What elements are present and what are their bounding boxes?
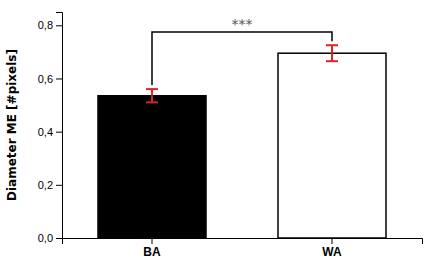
error-bar-stem (331, 45, 333, 61)
x-tick: WA (322, 238, 342, 259)
y-axis: 0,0 0,2 0,4 0,6 0,8 (38, 13, 63, 245)
x-axis-line (63, 239, 423, 245)
error-bar-cap (326, 60, 338, 62)
error-bar-cap (146, 88, 158, 90)
error-bar-cap (326, 44, 338, 46)
x-axis: BA WA (63, 238, 423, 259)
bar (278, 53, 386, 238)
y-tick: 0,2 (38, 179, 62, 191)
y-tick-label: 0,8 (38, 19, 53, 31)
y-tick-mark (56, 78, 62, 79)
error-bar-cap (146, 101, 158, 103)
y-tick-mark (56, 185, 62, 186)
y-tick: 0,6 (38, 72, 62, 84)
y-tick: 0,8 (38, 19, 62, 31)
x-tick-label: WA (322, 245, 342, 259)
chart: 0,0 0,2 0,4 0,6 0,8 BA WA *** Diameter ME [#pixe… (0, 0, 436, 268)
significance-label: *** (232, 16, 253, 32)
y-tick: 0,0 (38, 232, 62, 244)
significance-bracket (152, 32, 332, 85)
y-tick-mark (56, 25, 62, 26)
y-tick-mark (56, 132, 62, 133)
x-tick-label: BA (143, 245, 161, 259)
y-axis-line (56, 13, 63, 239)
x-tick-mark (332, 238, 333, 244)
y-tick-label: 0,6 (38, 72, 53, 84)
y-tick-label: 0,2 (38, 179, 53, 191)
bar (98, 96, 206, 238)
y-axis-title: Diameter ME [#pixels] (5, 49, 19, 201)
y-tick: 0,4 (38, 126, 62, 138)
plot: 0,0 0,2 0,4 0,6 0,8 BA WA *** (38, 13, 423, 259)
y-tick-label: 0,0 (38, 232, 53, 244)
marks (98, 32, 386, 238)
y-tick-label: 0,4 (38, 126, 53, 138)
error-bar-stem (151, 89, 153, 102)
x-tick-mark (152, 238, 153, 244)
error-bar (146, 89, 158, 102)
y-tick-mark (56, 238, 62, 239)
x-tick: BA (143, 238, 161, 259)
error-bar (326, 45, 338, 61)
